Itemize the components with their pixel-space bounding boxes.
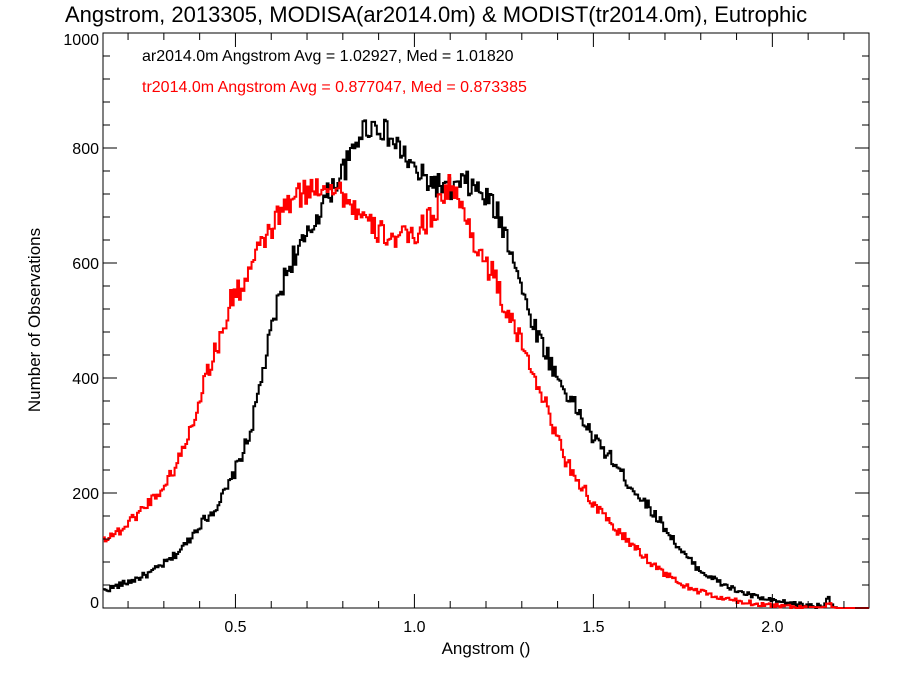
x-axis-label: Angstrom () (442, 639, 531, 658)
annotation-tr2014: tr2014.0m Angstrom Avg = 0.877047, Med =… (142, 79, 527, 96)
x-tick-labels: 0.5 1.0 1.5 2.0 (224, 619, 783, 636)
y-tick-label: 1000 (63, 32, 99, 49)
chart-title: Angstrom, 2013305, MODISA(ar2014.0m) & M… (65, 2, 807, 27)
axis-ticks (103, 32, 869, 609)
x-tick-label: 1.0 (403, 619, 425, 636)
series-layer (103, 118, 869, 609)
y-tick-label: 200 (72, 486, 99, 503)
x-tick-label: 0.5 (224, 619, 246, 636)
y-axis-label: Number of Observations (25, 228, 44, 412)
y-tick-label: 800 (72, 141, 99, 158)
histogram-series-1 (103, 174, 869, 609)
plot-frame (102, 32, 870, 609)
y-tick-label: 600 (72, 256, 99, 273)
histogram-series-0 (103, 118, 869, 609)
x-tick-label: 1.5 (582, 619, 604, 636)
y-tick-label: 400 (72, 371, 99, 388)
annotation-ar2014: ar2014.0m Angstrom Avg = 1.02927, Med = … (142, 48, 514, 65)
y-tick-labels: 0 200 400 600 800 1000 (63, 32, 99, 612)
y-tick-label: 0 (90, 595, 99, 612)
x-tick-label: 2.0 (761, 619, 783, 636)
